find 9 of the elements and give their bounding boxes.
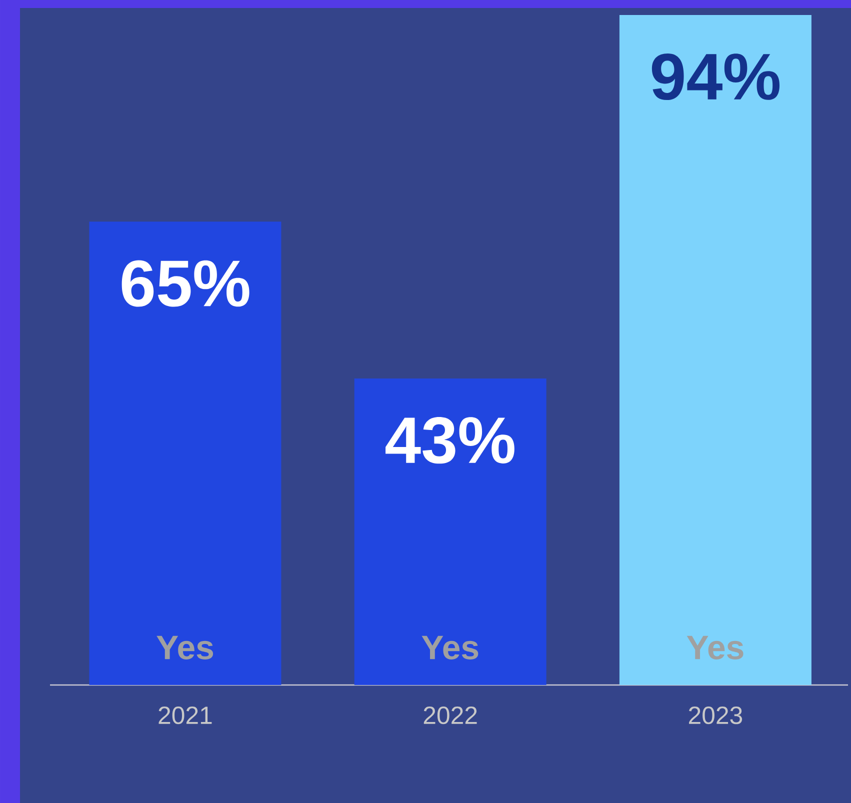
data-label: 94%	[652, 54, 780, 100]
x-tick-label: 2023	[689, 706, 742, 724]
annotation: Yes	[422, 636, 478, 660]
annotation: Yes	[156, 636, 214, 660]
annotation: Yes	[686, 636, 744, 660]
data-label: 65%	[122, 260, 250, 307]
x-tick-label: 2022	[424, 706, 477, 724]
data-label: 43%	[386, 417, 514, 464]
x-tick-label: 2021	[158, 706, 212, 724]
